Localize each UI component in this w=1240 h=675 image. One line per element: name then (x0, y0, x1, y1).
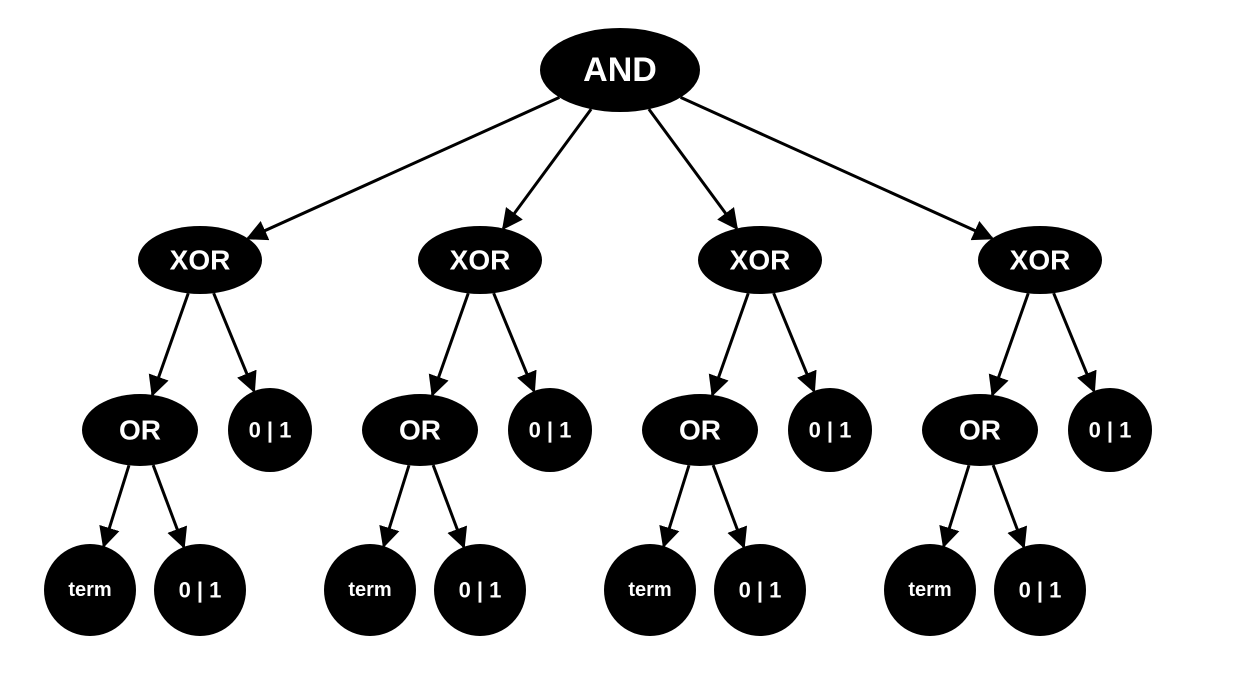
node-label-x1: XOR (170, 245, 231, 276)
edge-x4-or4 (992, 293, 1028, 394)
node-t3: term (604, 544, 696, 636)
node-label-root: AND (583, 51, 657, 89)
node-label-b4: 0 | 1 (1019, 578, 1062, 603)
edge-x4-c4 (1054, 293, 1094, 391)
node-label-or1: OR (119, 415, 161, 446)
node-b2: 0 | 1 (434, 544, 526, 636)
node-t1: term (44, 544, 136, 636)
node-or2: OR (362, 394, 478, 466)
node-label-c3: 0 | 1 (809, 418, 852, 443)
node-c4: 0 | 1 (1068, 388, 1152, 472)
node-x3: XOR (698, 226, 822, 294)
node-c2: 0 | 1 (508, 388, 592, 472)
node-label-t3: term (628, 579, 671, 601)
edge-x1-or1 (152, 293, 188, 394)
edge-x3-or3 (712, 293, 748, 394)
node-t4: term (884, 544, 976, 636)
edge-x2-or2 (432, 293, 468, 394)
edge-or3-t3 (664, 465, 689, 546)
edge-or3-b3 (713, 465, 744, 547)
edge-root-x2 (503, 109, 591, 228)
node-label-t2: term (348, 579, 391, 601)
node-t2: term (324, 544, 416, 636)
node-label-c4: 0 | 1 (1089, 418, 1132, 443)
node-label-t4: term (908, 579, 951, 601)
node-b3: 0 | 1 (714, 544, 806, 636)
node-label-or2: OR (399, 415, 441, 446)
node-label-c2: 0 | 1 (529, 418, 572, 443)
node-label-b2: 0 | 1 (459, 578, 502, 603)
node-label-x2: XOR (450, 245, 511, 276)
node-root: AND (540, 28, 700, 112)
node-label-x3: XOR (730, 245, 791, 276)
node-c1: 0 | 1 (228, 388, 312, 472)
node-x4: XOR (978, 226, 1102, 294)
node-label-x4: XOR (1010, 245, 1071, 276)
node-label-or4: OR (959, 415, 1001, 446)
edge-or1-b1 (153, 465, 184, 547)
node-label-b1: 0 | 1 (179, 578, 222, 603)
edge-root-x3 (649, 109, 737, 228)
node-or1: OR (82, 394, 198, 466)
node-or3: OR (642, 394, 758, 466)
edge-or4-t4 (944, 465, 969, 546)
edge-or1-t1 (104, 465, 129, 546)
node-x2: XOR (418, 226, 542, 294)
nodes-layer: AND XOR XOR XOR XOR OR 0 | 1 OR 0 | 1 OR 0 | 1 OR 0 … (44, 28, 1152, 636)
node-label-c1: 0 | 1 (249, 418, 292, 443)
edges-layer (104, 97, 1094, 547)
edge-x2-c2 (494, 293, 534, 391)
edge-or2-t2 (384, 465, 409, 546)
edge-or4-b4 (993, 465, 1024, 547)
edge-x1-c1 (214, 293, 254, 391)
node-label-t1: term (68, 579, 111, 601)
node-x1: XOR (138, 226, 262, 294)
node-c3: 0 | 1 (788, 388, 872, 472)
node-label-or3: OR (679, 415, 721, 446)
node-label-b3: 0 | 1 (739, 578, 782, 603)
boolean-tree-diagram: AND XOR XOR XOR XOR OR 0 | 1 OR 0 | 1 OR 0 | 1 OR 0 … (0, 0, 1240, 675)
node-b4: 0 | 1 (994, 544, 1086, 636)
edge-x3-c3 (774, 293, 814, 391)
node-b1: 0 | 1 (154, 544, 246, 636)
node-or4: OR (922, 394, 1038, 466)
edge-or2-b2 (433, 465, 464, 547)
